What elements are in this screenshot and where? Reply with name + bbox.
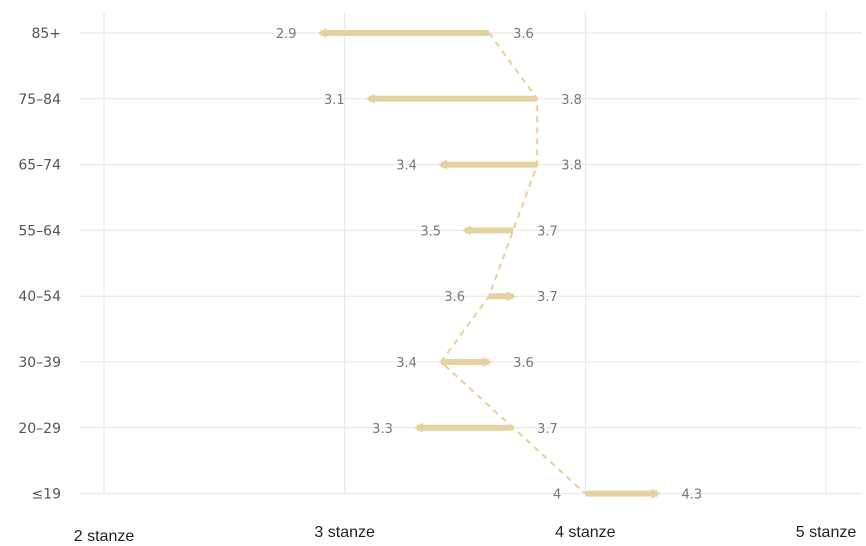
bar-arrowhead	[365, 93, 375, 104]
value-label: 3.6	[513, 27, 534, 42]
value-label: 3.4	[396, 356, 417, 371]
category-label: 85+	[31, 26, 61, 42]
x-tick-label: 2 stanze	[74, 528, 135, 545]
bar-arrowhead	[462, 225, 471, 236]
value-label: 3.6	[513, 356, 534, 371]
x-tick-label: 3 stanze	[314, 524, 375, 541]
value-label: 3.7	[537, 422, 558, 437]
bar-arrowhead	[437, 159, 447, 170]
value-label: 3.4	[396, 159, 417, 174]
category-label: 55–64	[18, 223, 61, 239]
value-label: 2.9	[276, 27, 297, 42]
value-label: 3.1	[324, 93, 345, 108]
category-label: ≤19	[31, 487, 61, 503]
value-label: 4.3	[682, 488, 703, 503]
bar-arrowhead	[507, 291, 517, 302]
value-label: 3.6	[444, 290, 465, 305]
category-label: 40–54	[18, 289, 61, 305]
value-label: 3.8	[561, 93, 582, 108]
value-label: 3.3	[372, 422, 393, 437]
value-label: 3.7	[537, 224, 558, 239]
x-tick-label: 5 stanze	[796, 524, 857, 541]
value-label: 3.5	[420, 224, 441, 239]
bar-arrowhead	[413, 422, 423, 433]
bar-arrowhead	[483, 357, 493, 367]
value-label: 4	[553, 488, 561, 503]
bar-arrowhead	[651, 488, 661, 499]
value-label: 3.7	[537, 290, 558, 305]
bar-arrowhead	[317, 28, 327, 38]
x-tick-label: 4 stanze	[555, 524, 616, 541]
connector-line	[439, 32, 587, 495]
value-label: 3.8	[561, 159, 582, 174]
category-label: 30–39	[18, 355, 61, 371]
category-label: 75–84	[18, 92, 61, 108]
category-label: 20–29	[18, 421, 61, 437]
category-label: 65–74	[18, 158, 61, 174]
